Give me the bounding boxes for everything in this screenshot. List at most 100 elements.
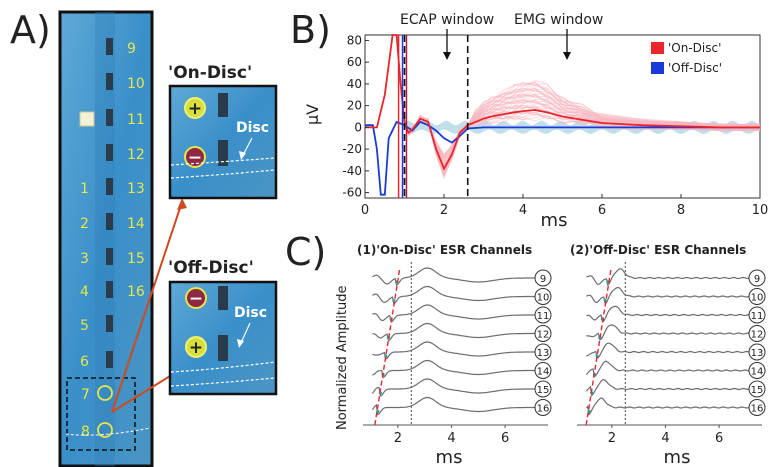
disc-boundary-line: [65, 427, 151, 436]
channel-badge: [748, 269, 766, 287]
electrode-pad: [106, 144, 113, 161]
y-tick-label: -40: [342, 164, 362, 178]
panel-c-xlabel-1: ms: [436, 447, 463, 467]
y-tick-label: 60: [347, 55, 362, 69]
legend-off-label: 'Off-Disc': [668, 61, 722, 75]
channel-badge: [748, 325, 766, 342]
electrode-number: 6: [80, 354, 89, 370]
off-disc-mean-line: [365, 120, 760, 196]
c-x-tick-label: 2: [608, 431, 616, 446]
electrode-pad: [106, 281, 113, 298]
plus-sign-off: +: [189, 338, 203, 358]
channel-trace: [372, 285, 543, 305]
electrode-number: 3: [80, 251, 89, 267]
y-tick-label: 80: [347, 33, 362, 47]
minus-sign-on: −: [188, 148, 202, 168]
electrode-number: 1: [80, 181, 89, 197]
channel-trace: [585, 378, 757, 397]
electrode-number: 13: [127, 181, 145, 197]
c-x-tick-label: 4: [661, 431, 669, 446]
electrode-number: 16: [127, 284, 145, 300]
x-tick-label: 0: [361, 203, 369, 218]
channel-badge: [748, 288, 766, 305]
channel-trace: [586, 305, 757, 323]
panel-c-chart: (1)'On-Disc' ESR Channels (2)'Off-Disc' …: [335, 243, 766, 467]
arrow-head-on: [177, 198, 187, 210]
emg-window-label: EMG window: [514, 12, 603, 28]
panel-c-letter: C): [285, 230, 327, 274]
channel-badge: [534, 306, 552, 324]
electrode-pad: [106, 315, 113, 332]
onset-marker: [392, 298, 396, 303]
selection-box: [66, 377, 136, 451]
arrow-to-on-disc: [111, 201, 183, 413]
panel-c-ylabel: Normalized Amplitude: [335, 286, 350, 430]
ecap-arrow-head: [443, 52, 451, 60]
channel-badge: [534, 399, 552, 416]
channel-badge-label: 14: [537, 367, 550, 378]
panel-c-title-2: (2)'Off-Disc' ESR Channels: [570, 243, 746, 257]
y-tick-label: 40: [347, 77, 362, 91]
electrode-pad: [106, 109, 113, 126]
electrode-number: 10: [127, 76, 145, 92]
channel-badge: [534, 343, 552, 361]
channel-badge: [534, 362, 552, 379]
x-tick-label: 6: [598, 203, 606, 218]
channel-badge-label: 11: [751, 311, 764, 322]
channel-badge-label: 10: [751, 293, 764, 304]
channel-trace: [372, 341, 543, 360]
channel-trace: [372, 304, 543, 323]
channel-trace: [585, 397, 757, 416]
channel-badge-label: 10: [537, 293, 550, 304]
c-x-tick-label: 4: [447, 431, 455, 446]
channel-badge: [534, 288, 552, 305]
emg-arrow-head: [563, 52, 571, 60]
plus-marker-off: [185, 336, 207, 358]
panel-a-letter: A): [10, 8, 51, 52]
channel-trace: [586, 268, 757, 287]
channel-trace: [372, 267, 543, 286]
on-disc-inset: + − Disc: [168, 84, 278, 200]
electrode-number: 14: [127, 216, 145, 232]
channel-badge-label: 15: [751, 385, 764, 396]
electrode-number: 7: [81, 387, 90, 403]
disc-label-on: Disc: [236, 120, 269, 136]
electrode-number: 5: [80, 318, 89, 334]
off-disc-inset: − + Disc: [168, 280, 278, 396]
reference-square: [79, 111, 95, 127]
electrode-8-ring: [97, 422, 113, 438]
onset-marker: [603, 298, 607, 303]
channel-badge-label: 11: [537, 311, 550, 322]
y-tick-label: -60: [342, 186, 362, 200]
channel-badge-label: 15: [537, 385, 550, 396]
c-x-tick-label: 6: [715, 431, 723, 446]
electrode-pad: [106, 178, 113, 195]
legend-off-swatch: [651, 62, 664, 74]
electrode-pad: [106, 351, 113, 368]
electrode-number: 11: [127, 112, 145, 128]
electrode-number: 8: [81, 424, 90, 440]
electrode-pad: [106, 248, 113, 265]
channel-badge-label: 14: [751, 367, 764, 378]
minus-marker-on: [184, 146, 206, 168]
channel-trace: [371, 396, 543, 416]
electrode-number: 2: [80, 216, 89, 232]
c-x-tick-label: 2: [394, 431, 402, 446]
disc-label-off: Disc: [234, 305, 267, 321]
electrode-number: 12: [127, 147, 145, 163]
channel-trace: [371, 378, 543, 397]
panel-b-chart: 0 2 4 6 8 10 80 60 40 20 0 -20 -40 -60 ECAP window EM…: [303, 12, 768, 231]
channel-badge-label: 13: [537, 348, 550, 359]
panel-b-xlabel: ms: [541, 210, 568, 231]
ecap-window-label: ECAP window: [400, 12, 494, 28]
channel-trace: [586, 342, 757, 360]
on-disc-trace-overlay: [408, 82, 761, 162]
channel-badge: [534, 269, 552, 287]
channel-badge-label: 16: [537, 404, 550, 415]
channel-badge: [748, 343, 766, 361]
electrode-7-ring: [97, 385, 113, 401]
panel-b-ylabel: μV: [303, 104, 322, 125]
electrode-pad: [106, 38, 113, 55]
channel-badge: [748, 306, 766, 324]
